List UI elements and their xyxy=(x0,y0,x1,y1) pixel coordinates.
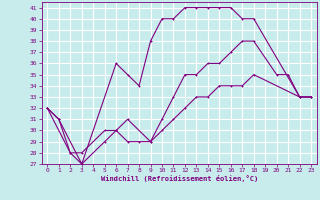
X-axis label: Windchill (Refroidissement éolien,°C): Windchill (Refroidissement éolien,°C) xyxy=(100,175,258,182)
